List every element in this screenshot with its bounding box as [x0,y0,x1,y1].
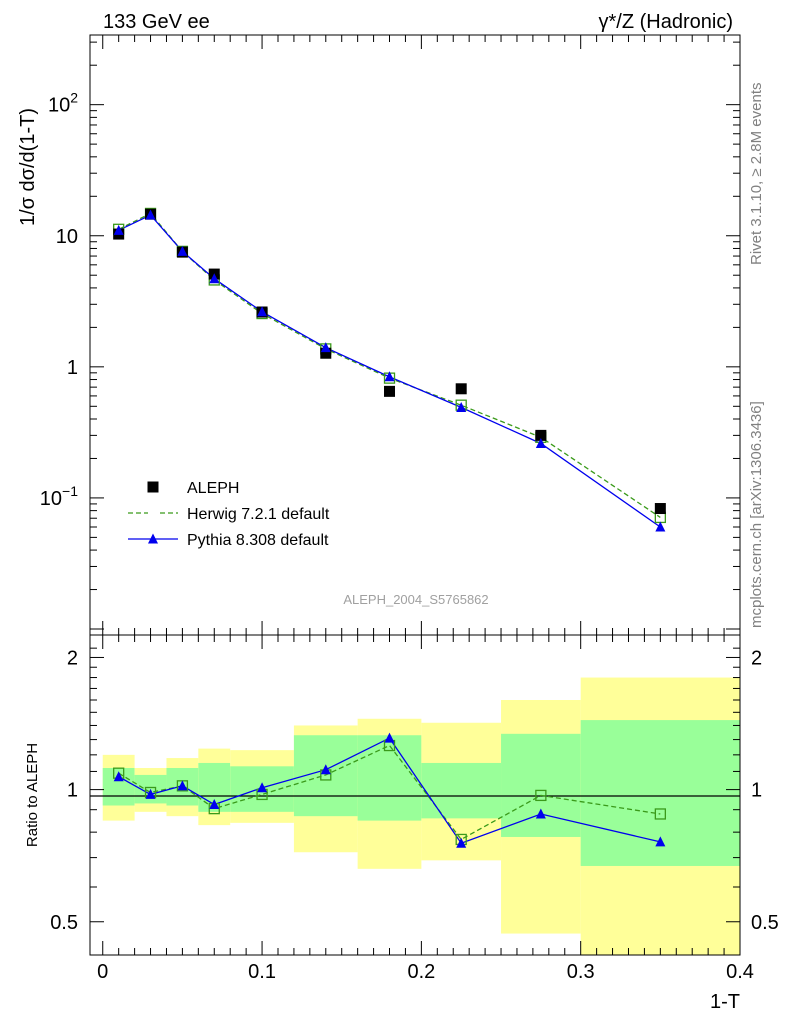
ratio-pythia-marker [655,836,666,847]
main-y-tick-label: 10−1 [40,483,78,510]
legend-pythia-marker [148,533,158,544]
ratio-herwig-marker [535,789,547,802]
aleph-marker [320,347,332,359]
x-tick-label: 0.1 [248,961,276,983]
pythia-marker [384,371,395,382]
ratio-pythia-marker [177,780,188,791]
aleph-marker [384,385,396,397]
x-tick-label: 0.3 [567,961,595,983]
mcplots-label: mcplots.cern.ch [arXiv:1306.3436] [748,401,765,628]
pythia-marker [113,224,124,235]
pythia-marker [456,401,467,412]
ratio-band-inner [421,762,502,819]
ratio-pythia-marker [320,764,331,775]
ratio-pythia-marker [113,771,124,782]
main-panel: 10−1 1 10 102 ALEPH_2004_S5765862 1/σ dσ/d(… [17,34,741,636]
main-y-tick-label: 1 [67,357,78,379]
analysis-id-label: ALEPH_2004_S5765862 [343,592,488,607]
ratio-panel-frame [89,634,741,956]
x-axis-label: 1-T [710,991,740,1013]
legend-aleph-marker [147,481,159,493]
ratio-pythia-marker [535,808,546,819]
legend-label: Pythia 8.308 default [187,532,329,549]
ratio-y-tick-label-right: 1 [751,780,762,802]
ratio-y-tick-label-right: 2 [751,647,762,669]
ratio-pythia-marker [145,788,156,799]
legend-herwig-marker [148,508,158,518]
pythia-marker [177,245,188,256]
pythia-marker [145,209,156,220]
x-tick-label: 0.2 [407,961,435,983]
ratio-y-tick-label: 1 [67,780,78,802]
legend: ALEPH Herwig 7.2.1 default Pythia 8.308 de… [128,480,330,549]
x-tick-label: 0.4 [726,961,754,983]
main-y-axis-label: 1/σ dσ/d(1-T) [17,108,39,226]
ratio-pythia-marker [456,837,467,848]
pythia-marker [209,273,220,284]
ratio-pythia-line [118,737,661,844]
pythia-line [118,214,661,528]
ratio-pythia-marker [257,782,268,793]
rivet-label: Rivet 3.1.10, ≥ 2.8M events [748,83,765,266]
legend-label: ALEPH [187,480,239,497]
ratio-herwig-line [118,744,661,841]
pythia-marker [257,306,268,317]
pythia-marker [655,521,666,532]
ratio-herwig-marker [654,808,666,820]
ratio-y-axis-label: Ratio to ALEPH [24,743,41,847]
pythia-marker [535,438,546,449]
energy-label: 133 GeV ee [103,11,210,33]
herwig-line [118,212,661,518]
aleph-marker [455,383,467,395]
ratio-y-tick-label-right: 0.5 [751,912,779,934]
ratio-y-tick-label: 2 [67,647,78,669]
x-tick-label: 0 [97,961,108,983]
main-y-tick-label: 10 [56,226,78,248]
main-y-tick-label: 102 [48,90,78,117]
ratio-band-inner [357,735,422,821]
ratio-y-tick-label: 0.5 [50,912,78,934]
pythia-marker [320,342,331,353]
ratio-pythia-marker [209,798,220,809]
ratio-band-inner [501,733,581,837]
aleph-marker [654,503,666,515]
legend-label: Herwig 7.2.1 default [187,506,330,523]
ratio-pythia-marker [384,732,395,743]
process-label: γ*/Z (Hadronic) [599,11,733,33]
ratio-panel: 0.5 0.5 1 1 2 2 0 0.1 0.2 0.3 0.4 Ratio to ALEPH 1… [24,634,779,1013]
aleph-marker [535,429,547,441]
